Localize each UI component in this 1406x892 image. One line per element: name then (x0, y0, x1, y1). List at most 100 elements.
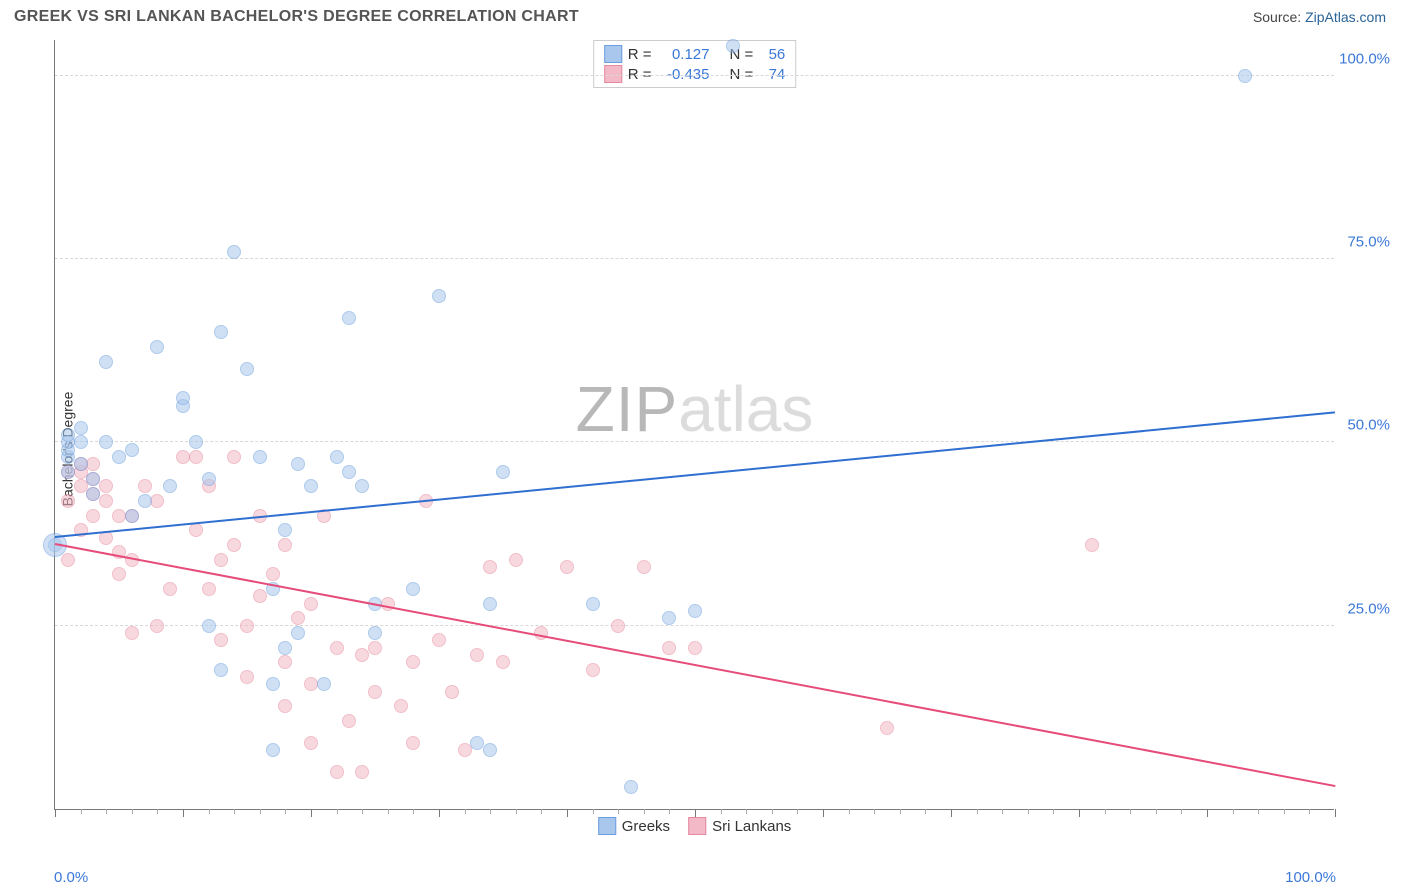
data-point-greeks (278, 641, 292, 655)
data-point-srilankans (432, 633, 446, 647)
data-point-srilankans (330, 641, 344, 655)
x-tick (1335, 809, 1336, 817)
data-point-greeks (112, 450, 126, 464)
data-point-srilankans (304, 597, 318, 611)
data-point-srilankans (304, 736, 318, 750)
data-point-greeks (202, 619, 216, 633)
page-title: GREEK VS SRI LANKAN BACHELOR'S DEGREE CO… (14, 8, 579, 26)
x-axis-label-min: 0.0% (54, 869, 88, 886)
data-point-greeks (86, 487, 100, 501)
data-point-srilankans (189, 523, 203, 537)
x-tick-minor (516, 809, 517, 814)
data-point-srilankans (368, 685, 382, 699)
legend-row-greeks: R = 0.127 N = 56 (604, 45, 786, 63)
x-tick-minor (797, 809, 798, 814)
x-tick-minor (1028, 809, 1029, 814)
data-point-srilankans (586, 663, 600, 677)
data-point-srilankans (496, 655, 510, 669)
x-tick-minor (106, 809, 107, 814)
data-point-srilankans (1085, 538, 1099, 552)
data-point-greeks (304, 479, 318, 493)
legend-item-srilankans: Sri Lankans (688, 817, 791, 835)
data-point-greeks (74, 435, 88, 449)
data-point-srilankans (189, 450, 203, 464)
data-point-srilankans (394, 699, 408, 713)
data-point-srilankans (227, 450, 241, 464)
data-point-srilankans (240, 670, 254, 684)
x-tick (183, 809, 184, 817)
data-point-greeks (291, 626, 305, 640)
data-point-greeks (227, 245, 241, 259)
source-attribution: Source: ZipAtlas.com (1253, 9, 1386, 25)
trend-line-srilankans (55, 543, 1335, 787)
gridline (55, 75, 1334, 76)
x-tick (311, 809, 312, 817)
data-point-greeks (368, 626, 382, 640)
data-point-greeks (470, 736, 484, 750)
data-point-greeks (163, 479, 177, 493)
series-label-srilankans: Sri Lankans (712, 818, 791, 835)
x-tick-minor (644, 809, 645, 814)
x-tick-minor (900, 809, 901, 814)
x-tick-minor (925, 809, 926, 814)
x-tick-minor (593, 809, 594, 814)
data-point-greeks (189, 435, 203, 449)
x-tick-minor (721, 809, 722, 814)
data-point-greeks (1238, 69, 1252, 83)
data-point-srilankans (150, 619, 164, 633)
source-prefix: Source: (1253, 9, 1305, 25)
x-tick-minor (234, 809, 235, 814)
data-point-greeks (61, 465, 75, 479)
data-point-greeks (138, 494, 152, 508)
data-point-srilankans (406, 655, 420, 669)
data-point-srilankans (74, 479, 88, 493)
data-point-greeks (214, 663, 228, 677)
data-point-greeks (99, 435, 113, 449)
data-point-srilankans (214, 553, 228, 567)
x-tick-minor (746, 809, 747, 814)
data-point-greeks (688, 604, 702, 618)
data-point-greeks (662, 611, 676, 625)
x-tick-minor (1181, 809, 1182, 814)
x-tick-minor (849, 809, 850, 814)
x-tick (823, 809, 824, 817)
data-point-srilankans (278, 699, 292, 713)
data-point-greeks (61, 428, 75, 442)
x-tick-minor (285, 809, 286, 814)
data-point-greeks (342, 465, 356, 479)
data-point-srilankans (61, 494, 75, 508)
x-tick (567, 809, 568, 817)
data-point-srilankans (470, 648, 484, 662)
x-tick-minor (977, 809, 978, 814)
data-point-greeks (291, 457, 305, 471)
data-point-srilankans (355, 765, 369, 779)
data-point-greeks (253, 450, 267, 464)
data-point-srilankans (86, 457, 100, 471)
watermark-part1: ZIP (576, 373, 679, 445)
data-point-srilankans (227, 538, 241, 552)
data-point-srilankans (368, 641, 382, 655)
y-tick-label: 50.0% (1347, 417, 1390, 434)
x-tick-minor (618, 809, 619, 814)
data-point-greeks (586, 597, 600, 611)
data-point-srilankans (330, 765, 344, 779)
data-point-srilankans (458, 743, 472, 757)
x-tick-minor (1284, 809, 1285, 814)
data-point-greeks (624, 780, 638, 794)
data-point-srilankans (61, 553, 75, 567)
data-point-srilankans (355, 648, 369, 662)
watermark-part2: atlas (678, 373, 813, 445)
gridline (55, 441, 1334, 442)
data-point-srilankans (560, 560, 574, 574)
y-tick-label: 25.0% (1347, 600, 1390, 617)
data-point-srilankans (99, 479, 113, 493)
source-link[interactable]: ZipAtlas.com (1305, 9, 1386, 25)
x-tick-minor (413, 809, 414, 814)
x-tick (951, 809, 952, 817)
x-tick-minor (1053, 809, 1054, 814)
x-tick-minor (337, 809, 338, 814)
x-tick-minor (1258, 809, 1259, 814)
data-point-srilankans (509, 553, 523, 567)
y-tick-label: 75.0% (1347, 234, 1390, 251)
swatch-greeks (598, 817, 616, 835)
